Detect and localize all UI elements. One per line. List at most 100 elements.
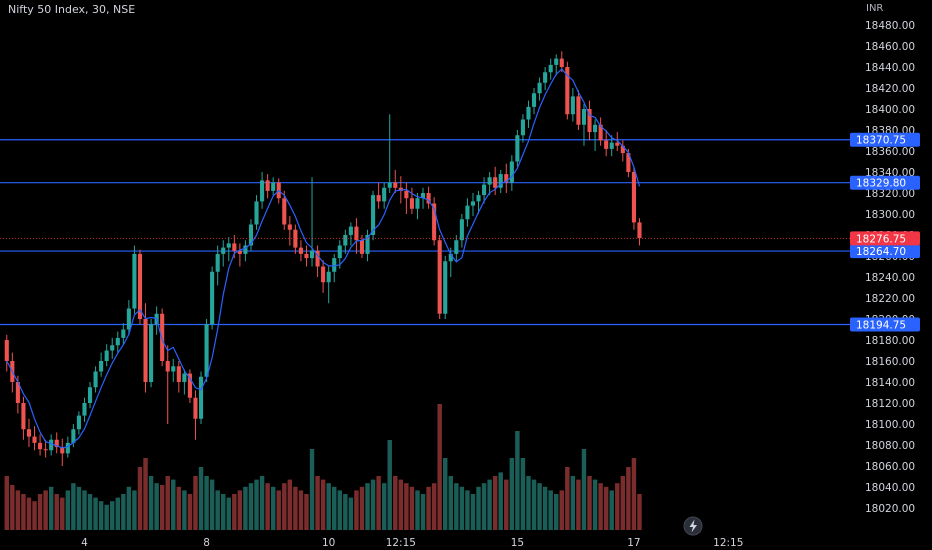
horizontal-levels[interactable] xyxy=(0,139,852,326)
time-tick-label: 12:15 xyxy=(713,537,743,549)
volume-bar xyxy=(193,476,198,530)
price-tick-label: 18140.00 xyxy=(865,377,915,389)
volume-bar xyxy=(603,486,609,530)
candle-body xyxy=(615,142,620,146)
time-tick-label: 12:15 xyxy=(386,537,416,549)
candle-body xyxy=(32,436,37,443)
volume-bar xyxy=(498,472,503,530)
volume-bar xyxy=(48,486,54,530)
volume-bar xyxy=(304,494,309,530)
candle-body xyxy=(304,253,309,259)
volume-bar xyxy=(587,476,592,530)
candle-body xyxy=(359,240,365,254)
volume-bar xyxy=(21,494,26,530)
volume-bar xyxy=(487,479,492,530)
volume-bar xyxy=(171,479,176,530)
candle-body xyxy=(287,224,292,230)
candle-body xyxy=(221,247,226,254)
price-tick-label: 18220.00 xyxy=(865,293,915,305)
candle-body xyxy=(215,253,220,272)
volume-bar xyxy=(198,467,204,530)
candle-body xyxy=(132,253,137,309)
volume-bar xyxy=(520,458,526,530)
candle-body xyxy=(576,96,581,125)
volume-bar xyxy=(182,490,187,530)
candle-body xyxy=(415,198,420,209)
level-badge-label: 18264.70 xyxy=(856,246,906,258)
volume-bar xyxy=(159,485,165,530)
price-tick-label: 18360.00 xyxy=(865,146,915,158)
candle-body xyxy=(126,308,131,330)
candle-body xyxy=(476,195,481,202)
price-tick-label: 18420.00 xyxy=(865,83,915,95)
volume-bar xyxy=(448,476,453,530)
volume-bar xyxy=(393,476,398,530)
volume-bar xyxy=(237,490,243,530)
candle-body xyxy=(282,198,287,225)
volume-bar xyxy=(598,483,603,530)
volume-bar xyxy=(554,494,559,530)
volume-bar xyxy=(615,483,620,530)
candle-body xyxy=(65,442,70,454)
volume-bar xyxy=(570,476,576,530)
volume-bar xyxy=(509,458,515,530)
candle-body xyxy=(565,67,570,115)
volume-bar xyxy=(559,490,564,530)
volume-bar xyxy=(121,494,126,530)
volume-bar xyxy=(221,494,226,530)
volume-bar xyxy=(254,479,259,530)
volume-bar xyxy=(226,497,231,530)
candle-body xyxy=(260,180,265,202)
volume-bar xyxy=(526,476,531,530)
volume-bar xyxy=(548,490,553,530)
volume-bar xyxy=(365,483,370,530)
candle-body xyxy=(243,245,248,254)
candle-body xyxy=(509,161,514,183)
candle-body xyxy=(121,329,126,338)
candle-body xyxy=(531,93,537,107)
volume-bar xyxy=(54,494,59,530)
time-axis[interactable]: 4 8 10 12:15 15 17 12:15 xyxy=(81,537,743,549)
candle-body xyxy=(26,429,32,437)
candle-body xyxy=(204,324,209,377)
volume-bar xyxy=(404,483,409,530)
candle-body xyxy=(321,266,326,283)
level-badge-label: 18329.80 xyxy=(856,178,906,190)
volume-bar xyxy=(592,479,598,530)
volume-bar xyxy=(465,490,470,530)
volume-bar xyxy=(387,440,392,530)
time-tick-label: 17 xyxy=(627,537,640,549)
volume-bar xyxy=(576,479,581,530)
candle-body xyxy=(343,235,348,246)
lightning-icon[interactable] xyxy=(683,516,703,536)
candle-body xyxy=(76,415,81,430)
price-tick-label: 18460.00 xyxy=(865,41,915,53)
candle-body xyxy=(387,182,392,188)
candle-body xyxy=(315,250,320,267)
volume-bar xyxy=(492,476,498,530)
price-tick-label: 18440.00 xyxy=(865,62,915,74)
price-tick-label: 18300.00 xyxy=(865,209,915,221)
candle-body xyxy=(82,403,87,416)
volume-bar xyxy=(298,490,304,530)
volume-bar xyxy=(537,483,542,530)
volume-bar xyxy=(187,494,193,530)
price-tick-label: 18240.00 xyxy=(865,272,915,284)
time-tick-label: 8 xyxy=(203,537,210,549)
candle-body xyxy=(87,387,93,403)
candle-body xyxy=(604,140,609,149)
candle-body xyxy=(104,350,109,361)
candle-body xyxy=(426,193,431,204)
candle-body xyxy=(193,397,198,419)
volume-bar xyxy=(415,490,420,530)
candle-body xyxy=(226,243,231,248)
volume-bar xyxy=(104,504,109,530)
level-badge-label: 18194.75 xyxy=(856,320,906,332)
price-tick-label: 18040.00 xyxy=(865,482,915,494)
candle-body xyxy=(248,224,254,246)
price-tick-label: 18480.00 xyxy=(865,20,915,32)
candle-body xyxy=(160,313,165,361)
candle-body xyxy=(271,182,276,191)
volume-bar xyxy=(620,476,626,530)
